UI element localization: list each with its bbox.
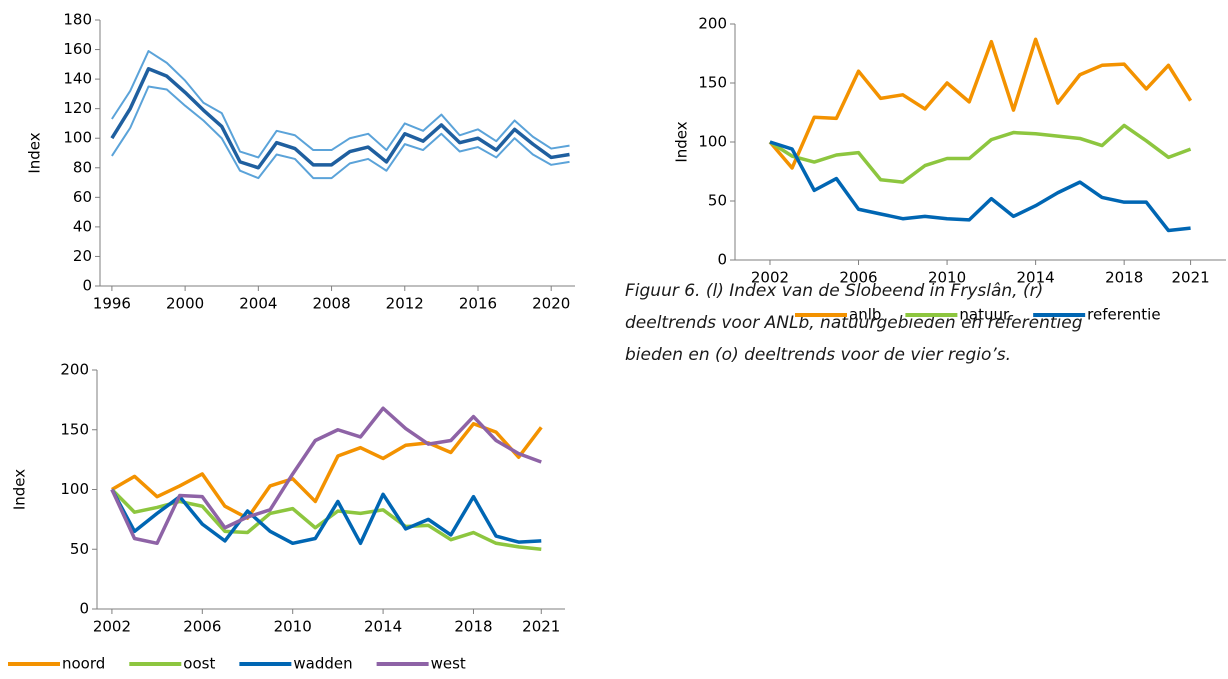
legend-label: wadden — [293, 655, 352, 673]
legend-label: oost — [183, 655, 215, 673]
legend-label: noord — [62, 655, 105, 673]
caption-line: Figuur 6. (l) Index van de Slobeend in F… — [625, 281, 1043, 301]
y-tick-label: 0 — [717, 251, 727, 269]
y-tick-label: 200 — [60, 361, 89, 379]
y-tick-label: 80 — [73, 158, 92, 176]
series-line — [769, 123, 1192, 184]
legend-label: natuur — [959, 306, 1010, 324]
x-tick-label: 2008 — [312, 295, 350, 313]
x-tick-label: 2014 — [1017, 269, 1055, 287]
x-tick-label: 2012 — [386, 295, 424, 313]
y-axis-label: Index — [11, 469, 29, 510]
x-tick-label: 2018 — [1105, 269, 1143, 287]
y-tick-label: 50 — [708, 192, 727, 210]
series-line — [111, 85, 570, 180]
series-line — [110, 67, 570, 170]
y-axis-label: Index — [26, 132, 44, 173]
x-tick-label: 2006 — [839, 269, 877, 287]
series-line — [768, 37, 1193, 170]
series-line — [110, 488, 542, 546]
y-tick-label: 0 — [82, 277, 92, 295]
series-line — [110, 406, 542, 546]
series-line — [111, 50, 570, 159]
y-tick-label: 20 — [73, 247, 92, 265]
x-tick-label: 2020 — [532, 295, 570, 313]
legend-label: west — [431, 655, 466, 673]
series-line — [111, 422, 543, 520]
x-tick-label: 1996 — [93, 295, 131, 313]
y-tick-label: 150 — [698, 74, 727, 92]
y-tick-label: 150 — [60, 420, 89, 438]
x-tick-label: 2010 — [274, 618, 312, 636]
x-tick-label: 2000 — [166, 295, 204, 313]
x-tick-label: 2002 — [751, 269, 789, 287]
legend-label: anlb — [849, 306, 881, 324]
series-line — [769, 140, 1191, 233]
x-tick-label: 2016 — [459, 295, 497, 313]
y-tick-label: 50 — [70, 540, 89, 558]
x-tick-label: 2010 — [928, 269, 966, 287]
y-tick-label: 0 — [79, 600, 89, 618]
x-tick-label: 2018 — [454, 618, 492, 636]
y-tick-label: 100 — [698, 133, 727, 151]
x-tick-label: 2002 — [93, 618, 131, 636]
x-tick-label: 2004 — [239, 295, 277, 313]
y-tick-label: 40 — [73, 217, 92, 235]
x-tick-label: 2021 — [522, 618, 560, 636]
y-tick-label: 200 — [698, 15, 727, 33]
y-tick-label: 100 — [63, 129, 92, 147]
x-tick-label: 2006 — [183, 618, 221, 636]
caption-line: bieden en (o) deeltrends voor de vier re… — [625, 345, 1011, 365]
caption-line: deeltrends voor ANLb, natuurgebieden en … — [625, 313, 1083, 333]
y-tick-label: 120 — [63, 99, 92, 117]
y-tick-label: 60 — [73, 188, 92, 206]
y-tick-label: 160 — [63, 40, 92, 58]
legend-label: referentie — [1087, 306, 1160, 324]
y-axis-label: Index — [673, 121, 691, 162]
x-tick-label: 2014 — [364, 618, 402, 636]
y-tick-label: 100 — [60, 480, 89, 498]
y-tick-label: 180 — [63, 11, 92, 29]
x-tick-label: 2021 — [1171, 269, 1209, 287]
y-tick-label: 140 — [63, 70, 92, 88]
